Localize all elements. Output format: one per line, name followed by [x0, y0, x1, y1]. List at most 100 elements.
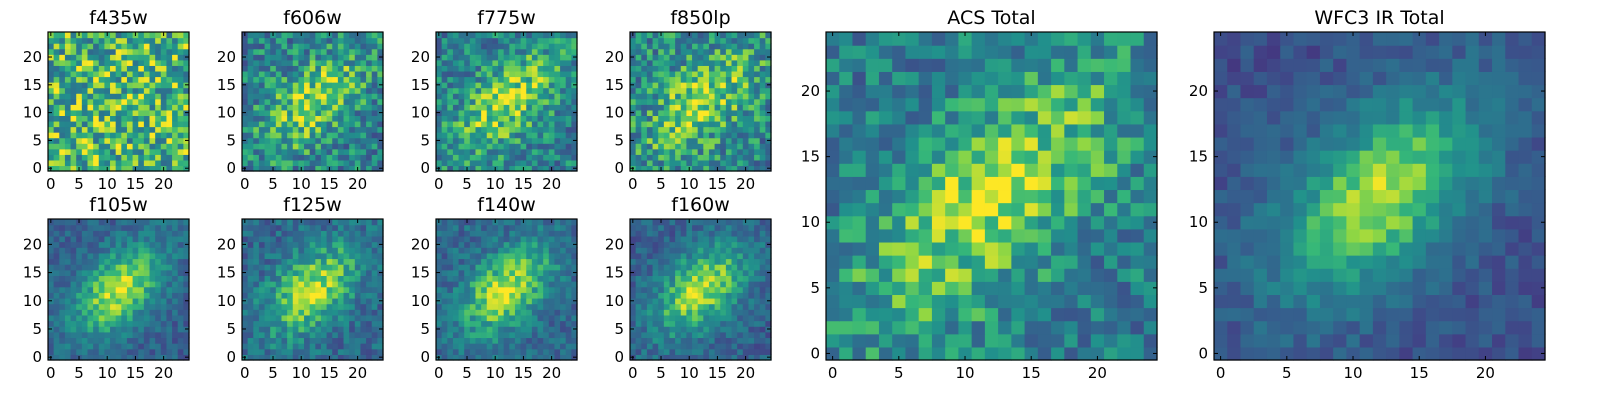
heatmap-cell: [1117, 136, 1132, 151]
y-tick-label: 0: [420, 159, 430, 177]
heatmap-cell: [98, 115, 105, 122]
heatmap-cell: [526, 132, 533, 139]
heatmap-cell: [70, 348, 77, 355]
heatmap-cell: [287, 348, 294, 355]
heatmap-cell: [76, 93, 83, 100]
heatmap-cell: [59, 48, 66, 55]
heatmap-cell: [481, 37, 488, 44]
heatmap-cell: [110, 264, 117, 271]
heatmap-cell: [635, 143, 642, 150]
heatmap-cell: [304, 154, 311, 161]
heatmap-cell: [931, 202, 946, 217]
heatmap-cell: [138, 48, 145, 55]
heatmap-cell: [931, 215, 946, 230]
heatmap-cell: [469, 275, 477, 282]
heatmap-cell: [498, 343, 505, 350]
heatmap-cell: [669, 54, 676, 61]
heatmap-cell: [53, 258, 60, 265]
heatmap-cell: [492, 297, 499, 305]
heatmap-cell: [646, 93, 654, 100]
heatmap-cell: [742, 70, 750, 78]
heatmap-cell: [703, 43, 710, 50]
heatmap-cell: [371, 275, 378, 282]
heatmap-cell: [93, 230, 100, 237]
heatmap-cell: [826, 307, 840, 322]
heatmap-cell: [1130, 189, 1145, 204]
heatmap-cell: [878, 294, 893, 309]
heatmap-cell: [498, 303, 505, 310]
heatmap-cell: [326, 343, 333, 350]
heatmap-cell: [270, 37, 277, 44]
heatmap-cell: [839, 32, 854, 46]
heatmap-cell: [731, 65, 738, 72]
heatmap-cell: [281, 354, 288, 361]
heatmap-cell: [177, 143, 184, 150]
y-tick-label: 10: [411, 104, 430, 122]
heatmap-cell: [742, 115, 750, 122]
heatmap-cell: [1090, 241, 1105, 256]
heatmap-cell: [526, 104, 533, 111]
heatmap-cell: [98, 343, 105, 350]
heatmap-cell: [349, 281, 356, 288]
x-tick-label: 20: [1088, 364, 1107, 382]
heatmap-cell: [360, 309, 367, 316]
heatmap-cell: [703, 165, 710, 172]
heatmap-cell: [554, 343, 561, 350]
heatmap-cell: [110, 132, 117, 139]
heatmap-cell: [326, 143, 333, 150]
heatmap-cell: [76, 331, 83, 339]
heatmap-cell: [565, 70, 572, 78]
heatmap-cell: [537, 292, 544, 299]
heatmap-cell: [675, 48, 682, 55]
heatmap-cell: [571, 331, 578, 339]
heatmap-cell: [98, 98, 105, 105]
heatmap-cell: [452, 132, 460, 139]
heatmap-cell: [748, 132, 755, 139]
heatmap-cell: [258, 148, 266, 155]
heatmap-cell: [646, 65, 654, 72]
heatmap-cell: [172, 82, 179, 89]
heatmap-cell: [765, 32, 772, 39]
heatmap-cell: [270, 224, 277, 231]
heatmap-cell: [498, 165, 505, 172]
heatmap-cell: [565, 354, 572, 361]
heatmap-cell: [646, 48, 654, 55]
heatmap-cell: [292, 76, 299, 83]
heatmap-cell: [354, 120, 362, 128]
heatmap-cell: [115, 303, 122, 310]
heatmap-cell: [366, 109, 373, 116]
heatmap-cell: [945, 268, 959, 282]
heatmap-cell: [1011, 320, 1026, 335]
heatmap-cell: [126, 137, 134, 144]
heatmap-cell: [275, 354, 283, 361]
heatmap-cell: [641, 165, 648, 172]
heatmap-cell: [126, 224, 134, 231]
heatmap-cell: [366, 297, 373, 305]
heatmap-cell: [337, 309, 345, 316]
heatmap-cell: [332, 309, 339, 316]
heatmap-cell: [514, 143, 522, 150]
heatmap-cell: [343, 269, 350, 276]
heatmap-cell: [503, 132, 510, 139]
heatmap-cell: [520, 48, 527, 55]
heatmap-cell: [53, 98, 60, 105]
heatmap-cell: [258, 235, 266, 243]
heatmap-cell: [48, 59, 55, 66]
heatmap-cell: [53, 59, 60, 66]
heatmap-cell: [93, 343, 100, 350]
heatmap-cell: [270, 159, 277, 167]
heatmap-cell: [247, 32, 254, 39]
heatmap-cell: [998, 84, 1012, 99]
heatmap-cell: [1104, 346, 1118, 361]
heatmap-cell: [247, 115, 254, 122]
heatmap-cell: [458, 148, 465, 155]
heatmap-cell: [275, 314, 283, 322]
heatmap-cell: [865, 45, 880, 59]
heatmap-cell: [1143, 346, 1158, 361]
heatmap-cell: [143, 258, 151, 265]
heatmap-cell: [475, 93, 482, 100]
heatmap-cell: [343, 303, 350, 310]
heatmap-cell: [53, 314, 60, 322]
heatmap-cell: [343, 87, 350, 94]
heatmap-cell: [304, 264, 311, 271]
